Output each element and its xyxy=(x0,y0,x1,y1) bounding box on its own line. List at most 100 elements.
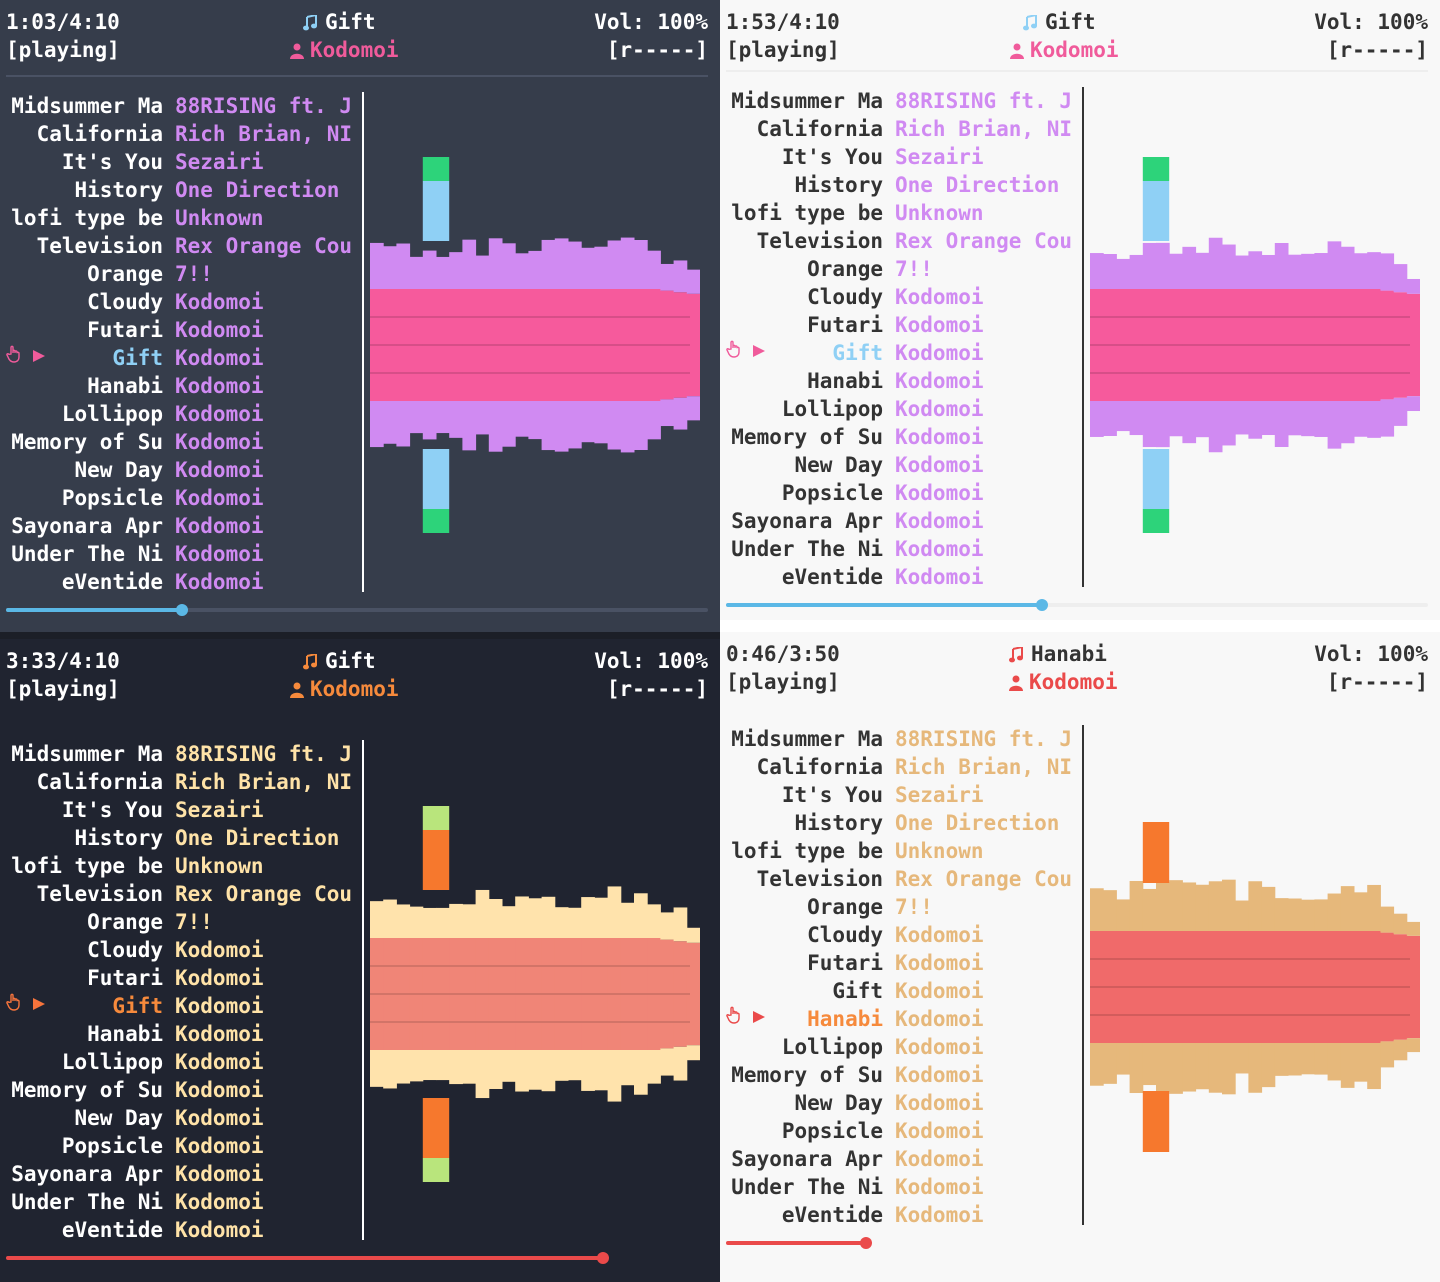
playlist-row[interactable]: New Day Kodomoi xyxy=(720,1089,1080,1117)
playlist-row[interactable]: Orange 7!! xyxy=(0,908,360,936)
playlist-row[interactable]: History One Direction xyxy=(720,171,1080,199)
playlist-row[interactable]: Futari Kodomoi xyxy=(0,964,360,992)
playlist-row[interactable]: History One Direction xyxy=(720,809,1080,837)
playlist-separator xyxy=(1082,87,1084,587)
playlist-row[interactable]: New Day Kodomoi xyxy=(0,1104,360,1132)
playlist-row[interactable]: Orange 7!! xyxy=(720,893,1080,921)
visualizer-bar-lower xyxy=(409,1050,424,1082)
playlist-row[interactable]: Midsummer Ma 88RISING ft. J xyxy=(720,725,1080,753)
progress-track[interactable] xyxy=(726,603,1428,607)
playlist-row[interactable]: Cloudy Kodomoi xyxy=(720,921,1080,949)
song-artist: Kodomoi xyxy=(895,453,984,477)
playlist-row[interactable]: Sayonara Apr Kodomoi xyxy=(0,1160,360,1188)
playlist-row[interactable]: New Day Kodomoi xyxy=(720,451,1080,479)
playlist-row[interactable]: Television Rex Orange Cou xyxy=(720,227,1080,255)
playlist-row[interactable]: Lollipop Kodomoi xyxy=(0,1048,360,1076)
playlist-row[interactable]: Lollipop Kodomoi xyxy=(0,400,360,428)
playlist-row[interactable]: History One Direction xyxy=(0,176,360,204)
visualizer-bar-upper xyxy=(1354,253,1368,289)
visualizer-bar-mid xyxy=(370,289,384,401)
playlist-row[interactable]: California Rich Brian, NI xyxy=(720,115,1080,143)
volume-indicator[interactable]: Vol: 100% xyxy=(1314,642,1428,666)
playlist-row[interactable]: Popsicle Kodomoi xyxy=(0,484,360,512)
playlist-row[interactable]: Lollipop Kodomoi xyxy=(720,1033,1080,1061)
playlist-row[interactable]: Futari Kodomoi xyxy=(720,311,1080,339)
playlist-row[interactable]: Gift Kodomoi xyxy=(0,344,360,372)
progress-track[interactable] xyxy=(726,1241,1428,1245)
repeat-mode-indicator[interactable]: [r-----] xyxy=(606,38,708,62)
playlist-row[interactable]: Sayonara Apr Kodomoi xyxy=(0,512,360,540)
repeat-mode-indicator[interactable]: [r-----] xyxy=(1326,38,1428,62)
playlist-row[interactable]: eVentide Kodomoi xyxy=(720,1201,1080,1229)
playlist-row[interactable]: Gift Kodomoi xyxy=(0,992,360,1020)
playlist-row[interactable]: Popsicle Kodomoi xyxy=(0,1132,360,1160)
volume-indicator[interactable]: Vol: 100% xyxy=(594,10,708,34)
playlist-row[interactable]: Television Rex Orange Cou xyxy=(0,232,360,260)
playlist-row[interactable]: California Rich Brian, NI xyxy=(0,768,360,796)
progress-knob[interactable] xyxy=(860,1237,873,1249)
playlist-row[interactable]: Under The Ni Kodomoi xyxy=(0,1188,360,1216)
playlist-row[interactable]: It's You Sezairi xyxy=(720,143,1080,171)
playlist-row[interactable]: eVentide Kodomoi xyxy=(0,568,360,596)
playlist-row[interactable]: Memory of Su Kodomoi xyxy=(720,423,1080,451)
playlist-row[interactable]: Memory of Su Kodomoi xyxy=(0,1076,360,1104)
visualizer-bar-mid xyxy=(1142,931,1157,1043)
playlist-row[interactable]: Hanabi Kodomoi xyxy=(720,367,1080,395)
playlist-row[interactable]: lofi type be Unknown xyxy=(720,199,1080,227)
playlist-row[interactable]: lofi type be Unknown xyxy=(0,852,360,880)
playlist-row[interactable]: Under The Ni Kodomoi xyxy=(720,1173,1080,1201)
playlist-row[interactable]: Sayonara Apr Kodomoi xyxy=(720,507,1080,535)
playlist-row[interactable]: Midsummer Ma 88RISING ft. J xyxy=(720,87,1080,115)
playlist-row[interactable]: Futari Kodomoi xyxy=(0,316,360,344)
playlist-row[interactable]: Popsicle Kodomoi xyxy=(720,1117,1080,1145)
playlist-row[interactable]: Hanabi Kodomoi xyxy=(0,372,360,400)
playlist-row[interactable]: Television Rex Orange Cou xyxy=(720,865,1080,893)
progress-knob[interactable] xyxy=(596,1252,609,1264)
song-artist: Kodomoi xyxy=(895,285,984,309)
repeat-mode-indicator[interactable]: [r-----] xyxy=(606,677,708,701)
playlist-row[interactable]: Futari Kodomoi xyxy=(720,949,1080,977)
playlist-row[interactable]: History One Direction xyxy=(0,824,360,852)
audio-visualizer xyxy=(370,157,700,533)
song-title: Sayonara Apr xyxy=(11,514,163,538)
playlist-row[interactable]: Cloudy Kodomoi xyxy=(0,288,360,316)
playlist-row[interactable]: eVentide Kodomoi xyxy=(0,1216,360,1244)
playlist-row[interactable]: Lollipop Kodomoi xyxy=(720,395,1080,423)
playlist-row[interactable]: Memory of Su Kodomoi xyxy=(720,1061,1080,1089)
progress-knob[interactable] xyxy=(175,604,188,616)
playlist-row[interactable]: Midsummer Ma 88RISING ft. J xyxy=(0,740,360,768)
playlist-row[interactable]: Memory of Su Kodomoi xyxy=(0,428,360,456)
playlist-row[interactable]: It's You Sezairi xyxy=(720,781,1080,809)
playlist-row[interactable]: Hanabi Kodomoi xyxy=(0,1020,360,1048)
playlist-row[interactable]: Under The Ni Kodomoi xyxy=(720,535,1080,563)
playlist-row[interactable]: Sayonara Apr Kodomoi xyxy=(720,1145,1080,1173)
progress-knob[interactable] xyxy=(1035,599,1048,611)
playlist-row[interactable]: Gift Kodomoi xyxy=(720,339,1080,367)
playlist-row[interactable]: lofi type be Unknown xyxy=(0,204,360,232)
playlist-row[interactable]: New Day Kodomoi xyxy=(0,456,360,484)
playlist-row[interactable]: Television Rex Orange Cou xyxy=(0,880,360,908)
visualizer-bar-lower xyxy=(1116,1043,1131,1075)
visualizer-bar-lower xyxy=(686,1045,700,1061)
volume-indicator[interactable]: Vol: 100% xyxy=(594,649,708,673)
playlist-row[interactable]: Midsummer Ma 88RISING ft. J xyxy=(0,92,360,120)
playlist-row[interactable]: California Rich Brian, NI xyxy=(0,120,360,148)
playlist-row[interactable]: Orange 7!! xyxy=(720,255,1080,283)
playlist-row[interactable]: Cloudy Kodomoi xyxy=(0,936,360,964)
progress-track[interactable] xyxy=(6,608,708,612)
playlist-row[interactable]: eVentide Kodomoi xyxy=(720,563,1080,591)
repeat-mode-indicator[interactable]: [r-----] xyxy=(1326,670,1428,694)
visualizer-bar-mid xyxy=(660,939,675,1049)
playlist-row[interactable]: It's You Sezairi xyxy=(0,796,360,824)
visualizer-bar-upper xyxy=(660,912,675,940)
playlist-row[interactable]: Popsicle Kodomoi xyxy=(720,479,1080,507)
playlist-row[interactable]: lofi type be Unknown xyxy=(720,837,1080,865)
volume-indicator[interactable]: Vol: 100% xyxy=(1314,10,1428,34)
playlist-row[interactable]: Cloudy Kodomoi xyxy=(720,283,1080,311)
playlist-row[interactable]: Hanabi Kodomoi xyxy=(720,1005,1080,1033)
playlist-row[interactable]: Under The Ni Kodomoi xyxy=(0,540,360,568)
playlist-row[interactable]: Gift Kodomoi xyxy=(720,977,1080,1005)
playlist-row[interactable]: Orange 7!! xyxy=(0,260,360,288)
playlist-row[interactable]: California Rich Brian, NI xyxy=(720,753,1080,781)
playlist-row[interactable]: It's You Sezairi xyxy=(0,148,360,176)
